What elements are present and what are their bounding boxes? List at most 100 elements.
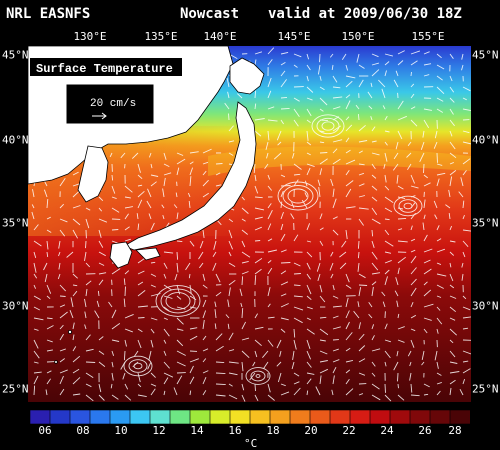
current-vector: [150, 174, 159, 177]
current-vector: [433, 200, 438, 209]
current-vector: [306, 361, 312, 368]
current-vector: [358, 150, 363, 154]
current-vector: [228, 125, 234, 132]
colorbar-label: 10: [114, 424, 128, 437]
colorbar-label: 14: [190, 424, 204, 437]
current-vector: [345, 169, 350, 176]
current-vector: [293, 119, 299, 127]
current-vector: [254, 268, 262, 275]
current-vector: [173, 204, 178, 209]
current-vector: [436, 284, 444, 289]
current-vector: [59, 304, 66, 308]
current-vector: [267, 238, 273, 242]
current-vector: [267, 339, 274, 347]
current-vector: [397, 339, 405, 343]
current-vector: [69, 310, 74, 319]
korea: [77, 145, 109, 203]
current-vector: [462, 327, 469, 330]
current-vector: [137, 328, 143, 333]
current-vector: [332, 188, 335, 198]
current-vector: [33, 295, 41, 301]
current-vector: [329, 53, 334, 58]
current-vector: [292, 350, 295, 360]
current-vector: [84, 311, 87, 319]
current-vector: [124, 226, 130, 231]
current-vector: [254, 196, 263, 199]
current-vector: [111, 174, 114, 181]
current-vector: [280, 233, 286, 242]
lon-label: 130°E: [73, 30, 107, 43]
current-vector: [202, 370, 209, 374]
current-vector: [332, 375, 335, 385]
current-vector: [189, 240, 195, 247]
colorbar-swatch: [49, 410, 71, 424]
current-vector: [306, 251, 313, 258]
current-vector: [332, 216, 338, 220]
current-vector: [72, 355, 81, 363]
current-vector: [436, 108, 444, 113]
colorbar-label: 12: [152, 424, 166, 437]
current-vector: [98, 279, 104, 286]
current-vector: [267, 203, 272, 209]
current-vector: [176, 306, 186, 310]
current-vector: [32, 189, 35, 198]
current-vector: [407, 141, 412, 147]
current-vector: [214, 301, 217, 308]
current-vector: [306, 339, 311, 350]
current-vector: [330, 178, 334, 187]
current-vector: [254, 258, 263, 264]
current-vector: [137, 163, 141, 173]
current-vector: [163, 306, 170, 312]
current-vector: [202, 358, 207, 363]
current-vector: [43, 180, 48, 187]
current-vector: [293, 234, 299, 242]
lat-label: 30°N: [2, 299, 29, 313]
current-vector: [345, 359, 354, 363]
current-vector: [449, 130, 453, 137]
current-vector: [406, 152, 412, 158]
current-vector: [228, 251, 232, 257]
current-vector: [397, 240, 408, 243]
current-vector: [33, 306, 41, 311]
current-vector: [339, 262, 347, 270]
current-vector: [241, 383, 245, 391]
current-vector: [384, 350, 391, 359]
current-vector: [267, 260, 272, 264]
current-vector: [436, 372, 442, 376]
current-vector: [252, 361, 256, 367]
current-vector: [46, 325, 54, 330]
current-vector: [241, 207, 249, 214]
current-vector: [410, 93, 415, 99]
current-vector: [410, 212, 416, 220]
current-vector: [371, 240, 375, 248]
current-vector: [370, 82, 373, 88]
current-vector: [150, 328, 155, 334]
current-vector: [189, 376, 195, 385]
current-vector: [131, 152, 139, 159]
current-vector: [410, 255, 417, 264]
eddy: [160, 288, 196, 314]
current-vector: [59, 311, 68, 319]
current-vector: [436, 238, 442, 242]
current-vector: [33, 328, 39, 331]
current-vector: [423, 199, 426, 209]
eddy: [321, 121, 335, 131]
current-vector: [319, 141, 325, 144]
current-vector: [124, 196, 131, 199]
current-vector: [319, 108, 324, 112]
current-vector: [280, 303, 289, 308]
current-vector: [306, 372, 315, 375]
current-vector: [332, 96, 343, 99]
current-vector: [448, 213, 451, 220]
eddy: [165, 292, 191, 310]
current-vector: [448, 189, 451, 198]
current-vector: [371, 262, 379, 271]
current-vector: [293, 179, 299, 187]
current-vector: [381, 291, 386, 297]
eddy: [250, 370, 266, 382]
current-vector: [202, 229, 205, 238]
current-vector: [462, 200, 465, 209]
current-vector: [423, 182, 431, 187]
current-vector: [410, 174, 416, 184]
current-vector: [462, 350, 471, 355]
